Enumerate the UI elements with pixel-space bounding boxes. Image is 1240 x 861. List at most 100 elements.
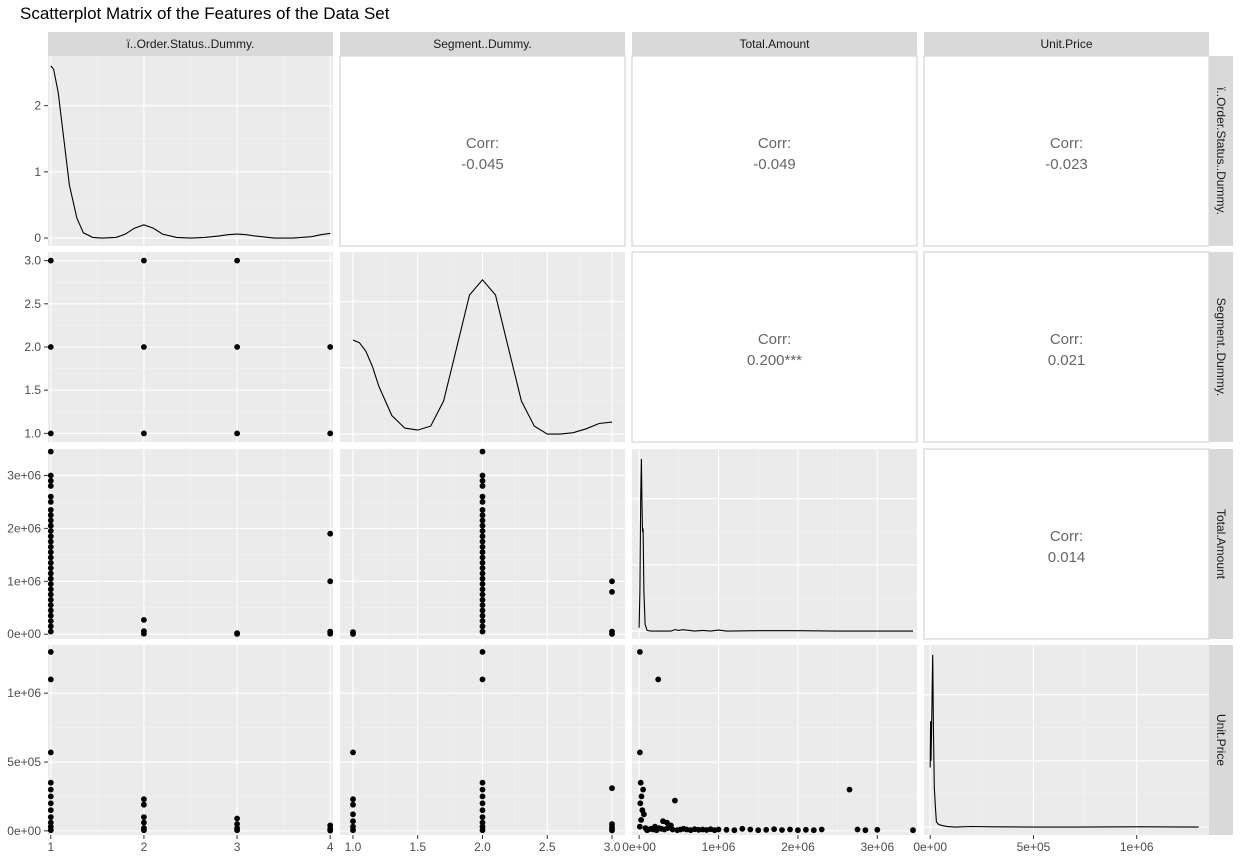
scatter-point <box>47 559 54 566</box>
panel <box>48 449 333 639</box>
scatter-point <box>862 827 869 834</box>
scatter-point <box>637 749 643 756</box>
scatter-point <box>47 499 54 505</box>
x-tick-label: 0e+00 <box>913 840 947 854</box>
scatter-point <box>479 549 486 556</box>
y-tick-label: 1.0 <box>24 426 41 440</box>
scatter-point <box>350 631 356 637</box>
y-tick-label: 0 <box>34 231 41 245</box>
scatter-point <box>479 602 486 608</box>
panel <box>339 55 626 247</box>
scatter-point <box>479 607 486 614</box>
scatter-point <box>47 779 54 786</box>
corr-value: -0.049 <box>753 156 796 173</box>
scatter-point <box>479 570 486 577</box>
column-strip-label: Total.Amount <box>739 37 810 51</box>
scatter-point <box>327 827 334 834</box>
panel-background <box>923 448 1210 640</box>
scatter-point <box>234 430 241 437</box>
scatter-point <box>47 430 54 437</box>
x-tick-label: 1e+06 <box>702 840 736 854</box>
row-strip-label: Segment..Dummy. <box>1214 298 1228 396</box>
x-tick-label: 2e+06 <box>781 840 815 854</box>
scatter-point <box>141 814 147 820</box>
scatter-point <box>479 499 486 505</box>
scatter-series <box>350 448 615 637</box>
corr-label: Corr: <box>758 135 791 152</box>
column-strip-label: Unit.Price <box>1040 37 1092 51</box>
row-strip-bg <box>1209 449 1233 639</box>
scatter-point <box>771 826 777 833</box>
panel-background <box>339 55 626 247</box>
scatter-point <box>141 630 147 637</box>
scatter-point <box>47 586 54 593</box>
scatter-point <box>479 827 486 834</box>
scatter-point <box>479 618 486 624</box>
row-strip-bg <box>1209 56 1233 246</box>
scatter-point <box>479 538 486 545</box>
density-curve <box>929 654 1199 828</box>
scatter-point <box>47 344 54 350</box>
scatter-point <box>47 570 54 577</box>
row-strip: ï..Order.Status..Dummy. <box>1209 56 1233 246</box>
x-tick-label: 0e+00 <box>622 840 656 854</box>
scatter-point <box>47 607 54 614</box>
scatter-point <box>47 786 54 793</box>
scatter-point <box>47 602 54 608</box>
scatter-point <box>479 612 486 619</box>
x-tick-label: 3 <box>234 840 241 854</box>
panel <box>48 56 333 246</box>
scatter-point <box>47 649 54 655</box>
scatter-point <box>715 826 722 833</box>
scatter-point <box>327 578 334 585</box>
density-curve <box>352 278 613 435</box>
scatter-point <box>47 538 54 545</box>
scatter-point <box>641 811 647 818</box>
scatter-point <box>763 826 770 833</box>
y-tick-label: 1 <box>34 165 41 179</box>
row-strip: Unit.Price <box>1209 645 1233 835</box>
scatter-point <box>609 589 615 595</box>
corr-value: 0.200*** <box>747 352 802 369</box>
scatter-point <box>234 827 241 834</box>
scatter-point <box>609 578 615 585</box>
x-tick-label: 5e+05 <box>1017 840 1051 854</box>
scatter-series <box>636 649 916 834</box>
scatter-point <box>479 814 486 820</box>
corr-value: -0.023 <box>1045 156 1088 173</box>
scatter-point <box>479 448 486 455</box>
scatter-point <box>47 623 54 630</box>
corr-label: Corr: <box>1050 528 1083 545</box>
scatter-series <box>47 448 334 637</box>
scatter-point <box>47 628 54 635</box>
scatter-point <box>854 826 861 833</box>
column-strip-bg <box>924 32 1209 56</box>
scatter-point <box>640 786 646 793</box>
scatter-point <box>653 827 660 834</box>
column-strip: Total.Amount <box>632 32 917 56</box>
scatter-point <box>669 826 676 833</box>
density-curve <box>50 65 331 239</box>
scatter-point <box>479 581 486 587</box>
scatter-point <box>327 630 334 637</box>
corr-label: Corr: <box>1050 135 1083 152</box>
scatter-point <box>479 779 486 786</box>
scatter-point <box>846 786 853 793</box>
scatter-point <box>47 507 54 513</box>
scatter-point <box>47 814 54 820</box>
scatter-point <box>609 827 615 834</box>
scatter-point <box>47 448 54 455</box>
scatter-point <box>747 826 754 833</box>
scatter-point <box>723 826 730 833</box>
scatter-point <box>479 522 486 529</box>
panel-background <box>923 251 1210 443</box>
scatter-point <box>779 827 785 833</box>
scatter-point <box>479 807 486 814</box>
scatter-point <box>350 818 356 825</box>
scatter-point <box>479 507 486 513</box>
panel <box>632 645 917 835</box>
scatter-point <box>609 785 615 792</box>
y-tick-label: 2.0 <box>24 340 41 354</box>
scatter-point <box>479 623 486 630</box>
scatter-point <box>47 596 54 603</box>
